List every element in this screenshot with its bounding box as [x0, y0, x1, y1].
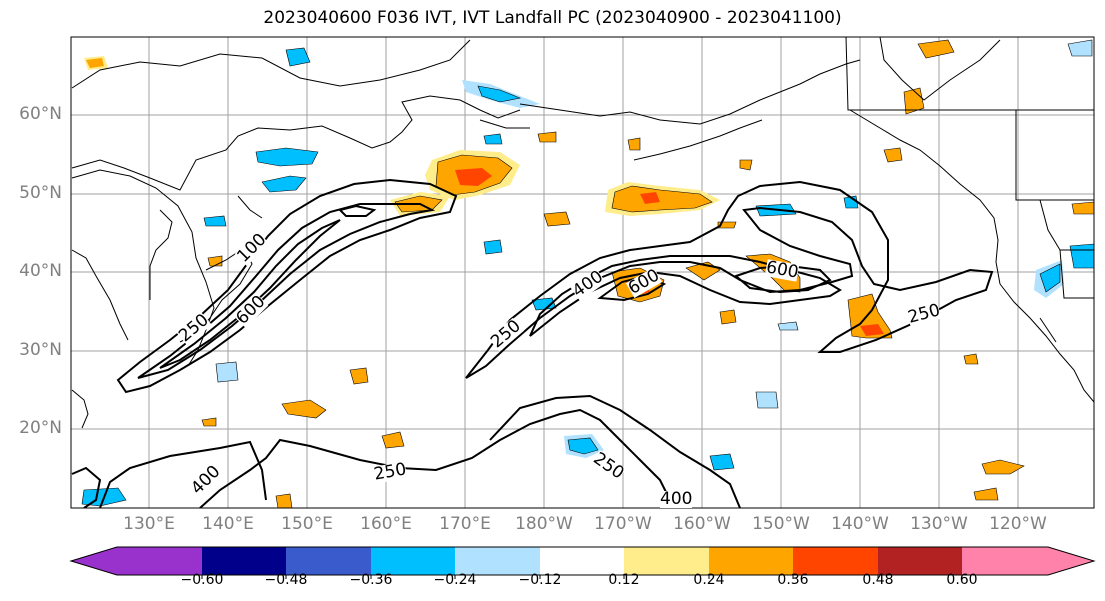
lat-label: 60°N: [19, 104, 62, 124]
colorbar-tick-label: −0.36: [349, 572, 393, 588]
colorbar-tick-label: −0.24: [433, 572, 477, 588]
colorbar-tick-label: −0.48: [264, 572, 308, 588]
colorbar-tick-label: −0.60: [180, 572, 224, 588]
lon-label: 140°W: [831, 514, 889, 534]
lon-label: 180°W: [515, 514, 573, 534]
colorbar-segment: [202, 547, 286, 575]
colorbar-arrow-right: [1048, 547, 1094, 575]
lat-label: 20°N: [19, 418, 62, 438]
lon-label: 150°E: [281, 514, 333, 534]
lon-label: 130°E: [123, 514, 175, 534]
colorbar-segment: [962, 547, 1048, 575]
colorbar-tick-label: −0.12: [518, 572, 562, 588]
lat-label: 40°N: [19, 261, 62, 281]
colorbar-outline: [69, 546, 1096, 576]
lon-label: 170°E: [439, 514, 491, 534]
lon-label: 160°W: [673, 514, 731, 534]
coastlines: [71, 37, 1094, 429]
contour-label: 400: [660, 489, 693, 509]
negative-pc-patches: [81, 39, 1094, 507]
colorbar-segment: [540, 547, 624, 575]
colorbar-tick-label: 0.36: [777, 572, 809, 588]
colorbar-segment: [117, 547, 202, 575]
colorbar-segment: [624, 547, 709, 575]
lon-label: 120°W: [989, 514, 1047, 534]
colorbar-segment: [709, 547, 793, 575]
colorbar-segment: [286, 547, 371, 575]
colorbar: [69, 546, 1096, 579]
map-title: 2023040600 F036 IVT, IVT Landfall PC (20…: [263, 8, 842, 28]
gridlines: [71, 37, 1094, 508]
lon-label: 170°W: [594, 514, 652, 534]
colorbar-segment: [455, 547, 540, 575]
lon-label: 150°W: [752, 514, 810, 534]
colorbar-tick-label: 0.12: [608, 572, 640, 588]
colorbar-segment: [878, 547, 962, 575]
colorbar-tick-label: 0.24: [693, 572, 725, 588]
colorbar-arrow-left: [71, 547, 117, 575]
colorbar-segment: [371, 547, 455, 575]
colorbar-segment: [793, 547, 878, 575]
colorbar-tick-label: 0.48: [862, 572, 894, 588]
lon-label: 140°E: [202, 514, 254, 534]
map-frame: [70, 36, 1095, 509]
lat-label: 50°N: [19, 183, 62, 203]
colorbar-tick-label: 0.60: [946, 572, 978, 588]
lon-label: 130°W: [910, 514, 968, 534]
lat-label: 30°N: [19, 340, 62, 360]
lon-label: 160°E: [360, 514, 412, 534]
